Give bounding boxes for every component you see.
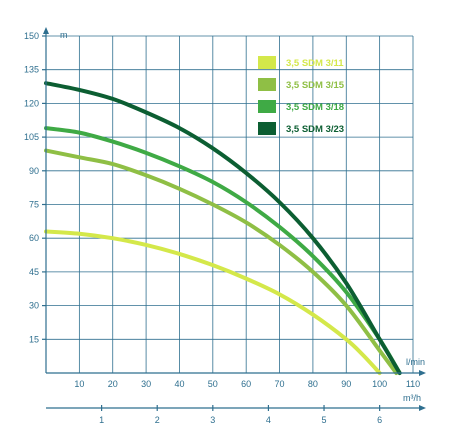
legend-label: 3,5 SDM 3/15 xyxy=(286,80,345,91)
x2-unit-label: m³/h xyxy=(403,393,421,403)
x-tick-label: 10 xyxy=(74,379,84,389)
x-tick-label: 30 xyxy=(141,379,151,389)
x2-tick-label: 1 xyxy=(99,415,104,425)
y-tick-label: 150 xyxy=(24,31,39,41)
x-unit-label: l/min xyxy=(406,357,425,367)
x-tick-label: 60 xyxy=(241,379,251,389)
x-tick-label: 80 xyxy=(308,379,318,389)
legend-label: 3,5 SDM 3/11 xyxy=(286,58,344,69)
series-line xyxy=(44,148,399,375)
y-tick-label: 30 xyxy=(29,301,39,311)
series-line xyxy=(44,81,402,375)
y-tick-label: 105 xyxy=(24,132,39,142)
y-tick-label: 15 xyxy=(29,334,39,344)
series-line xyxy=(44,126,402,375)
x2-tick-label: 6 xyxy=(377,415,382,425)
legend-swatch xyxy=(258,56,276,69)
series-line xyxy=(44,229,382,375)
x-tick-label: 110 xyxy=(406,379,420,389)
y-unit-label: m xyxy=(60,30,68,40)
x-tick-label: 90 xyxy=(341,379,351,389)
y-axis-arrow xyxy=(43,27,49,34)
legend-swatch xyxy=(258,122,276,135)
x2-axis-arrow xyxy=(419,405,426,411)
x2-tick-label: 4 xyxy=(266,415,271,425)
legend-swatch xyxy=(258,78,276,91)
y-tick-label: 75 xyxy=(29,200,39,210)
x-tick-label: 70 xyxy=(275,379,285,389)
y-tick-label: 60 xyxy=(29,233,39,243)
x-tick-label: 100 xyxy=(372,379,387,389)
y-tick-label: 90 xyxy=(29,166,39,176)
x2-tick-label: 2 xyxy=(155,415,160,425)
legend: 3,5 SDM 3/11 3,5 SDM 3/15 3,5 SDM 3/18 3,5 … xyxy=(258,56,345,135)
legend-label: 3,5 SDM 3/18 xyxy=(286,102,344,113)
x2-tick-label: 3 xyxy=(210,415,215,425)
y-tick-label: 45 xyxy=(29,267,39,277)
x-tick-label: 50 xyxy=(208,379,218,389)
legend-label: 3,5 SDM 3/23 xyxy=(286,124,344,135)
y-tick-label: 135 xyxy=(24,65,39,75)
x-axis-arrow xyxy=(419,370,426,376)
x-tick-label: 20 xyxy=(108,379,118,389)
pump-curves xyxy=(44,81,402,375)
x-tick-label: 40 xyxy=(174,379,184,389)
x2-tick-label: 5 xyxy=(322,415,327,425)
y-tick-label: 120 xyxy=(24,98,39,108)
legend-swatch xyxy=(258,100,276,113)
